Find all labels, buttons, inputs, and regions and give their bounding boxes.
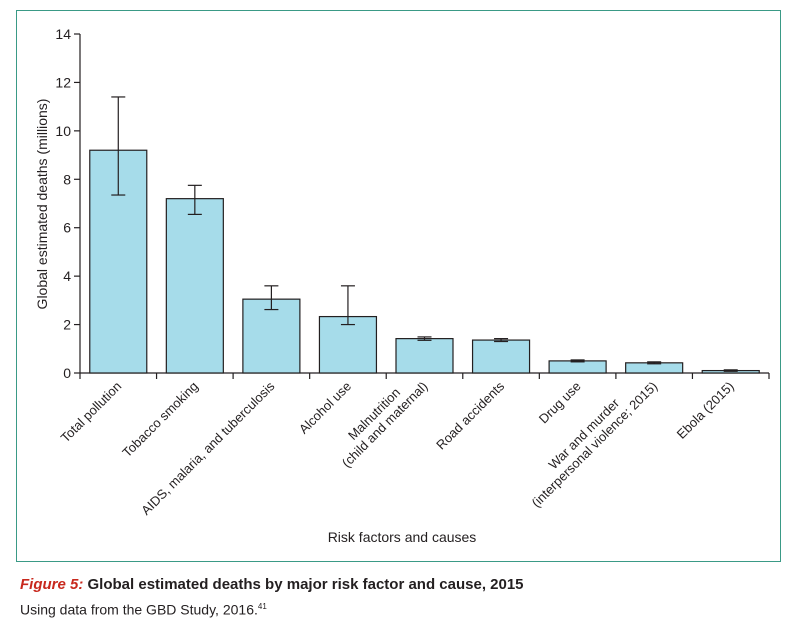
caption-title-line: Figure 5: Global estimated deaths by maj… bbox=[20, 575, 780, 594]
caption-source-line: Using data from the GBD Study, 2016.41 bbox=[20, 597, 780, 620]
x-tick-label: Drug use bbox=[536, 379, 584, 427]
y-tick-label: 0 bbox=[63, 365, 71, 381]
bar bbox=[471, 339, 531, 374]
reference-superscript: 41 bbox=[257, 602, 267, 611]
bar bbox=[548, 360, 607, 374]
y-tick-label: 6 bbox=[63, 220, 71, 236]
x-tick-label: Road accidents bbox=[433, 378, 507, 452]
y-tick-label: 8 bbox=[63, 171, 71, 187]
bar bbox=[395, 338, 454, 374]
figure-caption: Figure 5: Global estimated deaths by maj… bbox=[20, 575, 780, 620]
figure-frame bbox=[16, 10, 781, 562]
figure-label: Figure 5: bbox=[20, 576, 84, 593]
bar bbox=[318, 315, 378, 374]
x-tick-label: Alcohol use bbox=[296, 379, 354, 437]
x-ticks bbox=[79, 373, 770, 379]
x-axis-label: Risk factors and causes bbox=[328, 529, 477, 545]
x-tick-label: Total pollution bbox=[58, 379, 125, 446]
error-bars bbox=[111, 96, 738, 372]
x-tick-label: Tobacco smoking bbox=[119, 379, 201, 461]
y-tick-label: 12 bbox=[55, 74, 71, 90]
y-tick-label: 4 bbox=[63, 268, 71, 284]
bar bbox=[242, 298, 301, 374]
y-tick-label: 14 bbox=[55, 26, 71, 42]
y-tick-label: 2 bbox=[63, 317, 71, 333]
y-axis-label: Global estimated deaths (millions) bbox=[34, 99, 50, 310]
figure-title: Global estimated deaths by major risk fa… bbox=[87, 576, 524, 593]
x-tick-label: Ebola (2015) bbox=[674, 379, 737, 442]
x-tick-label: AIDS, malaria, and tuberculosis bbox=[138, 378, 278, 518]
source-text: Using data from the GBD Study, 2016. bbox=[20, 601, 258, 618]
y-tick-label: 10 bbox=[55, 123, 71, 139]
bars bbox=[89, 149, 760, 374]
bar bbox=[165, 198, 224, 374]
y-ticks: 0 2 4 6 8 10 12 14 bbox=[55, 26, 80, 381]
x-tick-label: War and murder(interpersonal violence; 2… bbox=[518, 368, 660, 510]
